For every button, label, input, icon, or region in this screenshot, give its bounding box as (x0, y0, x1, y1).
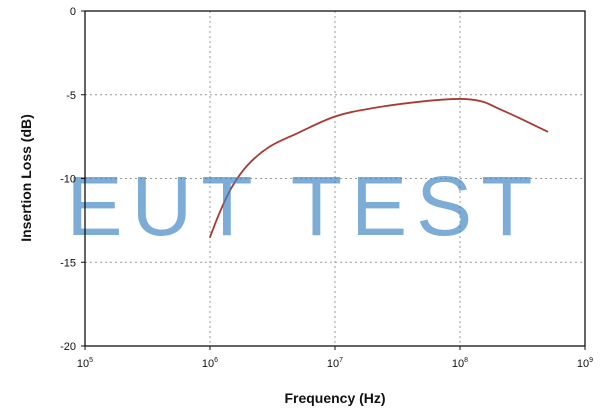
series-layer (209, 98, 549, 239)
y-axis-title: Insertion Loss (dB) (18, 114, 34, 242)
x-tick-label: 109 (577, 357, 593, 370)
x-tick-label: 105 (77, 357, 93, 370)
y-tick-label: -15 (60, 257, 76, 269)
x-axis-title: Frequency (Hz) (284, 390, 385, 406)
y-tick-label: -5 (66, 90, 76, 102)
watermark-logo-text: EUT TEST (67, 159, 542, 253)
y-tick-label: -10 (60, 174, 76, 186)
y-tick-label: 0 (70, 6, 76, 18)
x-tick-label: 107 (327, 357, 343, 370)
x-tick-label: 108 (452, 357, 468, 370)
x-tick-label: 106 (202, 357, 218, 370)
grid-layer (85, 11, 585, 346)
insertion-loss-series-line (209, 98, 549, 239)
y-tick-label: -20 (60, 341, 76, 353)
tick-layer: 105 106 107 108 109 0 -5 -10 -15 -20 (60, 6, 593, 370)
